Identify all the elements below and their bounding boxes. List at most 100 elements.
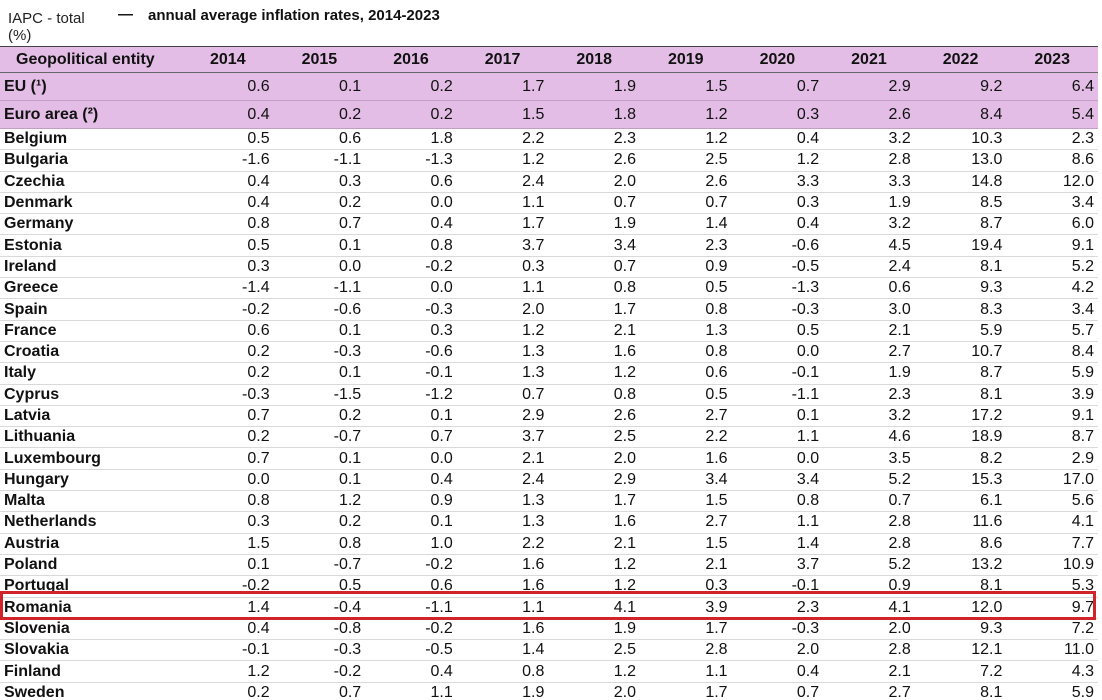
value-cell: 12.0: [914, 597, 1007, 619]
entity-name: Cyprus: [0, 384, 182, 406]
value-cell: 0.1: [273, 469, 366, 492]
value-cell: 0.6: [639, 362, 732, 385]
value-cell: 2.0: [731, 639, 824, 662]
value-cell: 0.3: [639, 575, 732, 598]
entity-name: Poland: [0, 554, 182, 577]
entity-name: Belgium: [0, 128, 182, 151]
value-cell: -1.1: [273, 277, 366, 300]
entity-name: Finland: [0, 660, 182, 683]
value-cell: 0.0: [731, 341, 824, 364]
value-cell: 2.7: [639, 405, 732, 428]
entity-name: Czechia: [0, 171, 182, 193]
value-cell: 1.3: [639, 320, 732, 342]
table-row: Hungary 0.0 0.1 0.4 2.4 2.9 3.4 3.4 5.2 15.3 17.0: [0, 469, 1098, 492]
value-cell: 2.3: [731, 597, 824, 619]
value-cell: -0.2: [182, 575, 274, 598]
value-cell: 0.6: [365, 171, 457, 193]
value-cell: 0.4: [182, 192, 274, 215]
value-cell: 1.2: [548, 554, 640, 577]
value-cell: 0.4: [182, 100, 274, 129]
value-cell: 5.4: [1006, 100, 1098, 129]
table-row: Denmark 0.4 0.2 0.0 1.1 0.7 0.7 0.3 1.9 8.5 3.4: [0, 192, 1098, 215]
value-cell: 7.7: [1006, 533, 1098, 555]
value-cell: 0.4: [182, 171, 274, 193]
value-cell: 3.2: [823, 128, 915, 151]
value-cell: 1.1: [731, 426, 824, 449]
table-row: Portugal -0.2 0.5 0.6 1.6 1.2 0.3 -0.1 0.9 8.1 5.3: [0, 575, 1098, 598]
value-cell: 1.3: [456, 362, 549, 385]
value-cell: 4.3: [1006, 660, 1098, 683]
value-cell: 3.7: [456, 234, 549, 257]
value-cell: 17.2: [914, 405, 1007, 428]
value-cell: 3.9: [1006, 384, 1098, 406]
value-cell: -0.1: [731, 362, 824, 385]
value-cell: 2.0: [548, 682, 640, 700]
value-cell: 3.4: [1006, 192, 1098, 215]
value-cell: 1.4: [182, 597, 274, 619]
column-header-year: 2023: [1006, 46, 1098, 73]
table-row: Poland 0.1 -0.7 -0.2 1.6 1.2 2.1 3.7 5.2 13.2 10.9: [0, 554, 1098, 577]
table-row: Austria 1.5 0.8 1.0 2.2 2.1 1.5 1.4 2.8 8.6 7.7: [0, 533, 1098, 555]
value-cell: 0.4: [731, 128, 824, 151]
value-cell: 2.9: [456, 405, 549, 428]
entity-name: Slovakia: [0, 639, 182, 662]
table-row: Greece -1.4 -1.1 0.0 1.1 0.8 0.5 -1.3 0.6 9.3 4.2: [0, 277, 1098, 300]
value-cell: 4.6: [823, 426, 915, 449]
value-cell: 8.4: [914, 100, 1007, 129]
value-cell: 2.0: [548, 171, 640, 193]
value-cell: 0.2: [273, 100, 366, 129]
value-cell: 2.6: [548, 149, 640, 172]
value-cell: 2.5: [548, 639, 640, 662]
value-cell: 9.2: [914, 72, 1007, 101]
value-cell: 5.6: [1006, 490, 1098, 513]
value-cell: 9.7: [1006, 597, 1098, 619]
column-header-year: 2021: [823, 46, 915, 73]
value-cell: 3.7: [456, 426, 549, 449]
value-cell: -0.3: [273, 639, 366, 662]
value-cell: 3.9: [639, 597, 732, 619]
value-cell: 6.1: [914, 490, 1007, 513]
value-cell: 2.1: [548, 320, 640, 342]
value-cell: 0.2: [273, 192, 366, 215]
entity-name: Estonia: [0, 234, 182, 257]
value-cell: 1.9: [823, 362, 915, 385]
value-cell: 10.7: [914, 341, 1007, 364]
value-cell: 8.3: [914, 298, 1007, 321]
value-cell: 8.6: [914, 533, 1007, 555]
entity-name: Bulgaria: [0, 149, 182, 172]
value-cell: 8.1: [914, 682, 1007, 700]
value-cell: 4.1: [823, 597, 915, 619]
value-cell: 3.2: [823, 405, 915, 428]
value-cell: 0.7: [548, 192, 640, 215]
entity-name: Denmark: [0, 192, 182, 215]
value-cell: 4.2: [1006, 277, 1098, 300]
value-cell: 8.6: [1006, 149, 1098, 172]
value-cell: 2.5: [639, 149, 732, 172]
table-row: Italy 0.2 0.1 -0.1 1.3 1.2 0.6 -0.1 1.9 8.7 5.9: [0, 362, 1098, 385]
table-row: Latvia 0.7 0.2 0.1 2.9 2.6 2.7 0.1 3.2 17.2 9.1: [0, 405, 1098, 428]
value-cell: 2.1: [823, 660, 915, 683]
table-body: EU (¹) 0.6 0.1 0.2 1.7 1.9 1.5 0.7 2.9 9.2 6.4 Euro…: [0, 72, 1098, 700]
value-cell: 13.2: [914, 554, 1007, 577]
value-cell: 2.3: [1006, 128, 1098, 151]
value-cell: 1.2: [273, 490, 366, 513]
value-cell: 2.3: [639, 234, 732, 257]
value-cell: 1.9: [548, 618, 640, 641]
value-cell: 2.4: [456, 469, 549, 492]
value-cell: 0.4: [365, 660, 457, 683]
value-cell: -0.3: [731, 618, 824, 641]
value-cell: 1.5: [639, 533, 732, 555]
value-cell: -1.4: [182, 277, 274, 300]
value-cell: 3.2: [823, 213, 915, 236]
table-row: Spain -0.2 -0.6 -0.3 2.0 1.7 0.8 -0.3 3.0 8.3 3.4: [0, 298, 1098, 321]
value-cell: 8.1: [914, 575, 1007, 598]
value-cell: 5.2: [823, 554, 915, 577]
inflation-table: Geopolitical entity 2014 2015 2016 2017 2018…: [0, 46, 1098, 700]
value-cell: 1.2: [548, 575, 640, 598]
value-cell: 2.0: [823, 618, 915, 641]
value-cell: 0.6: [365, 575, 457, 598]
value-cell: 0.9: [823, 575, 915, 598]
value-cell: 0.8: [731, 490, 824, 513]
value-cell: -0.1: [731, 575, 824, 598]
